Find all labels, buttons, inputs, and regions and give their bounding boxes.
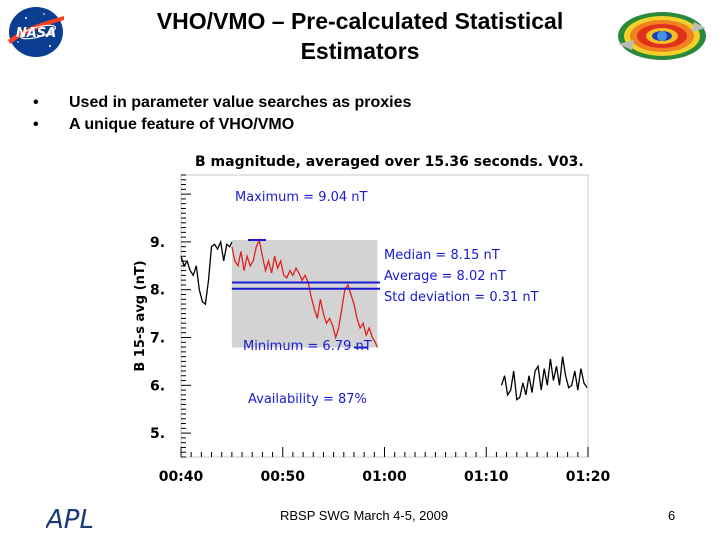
y-tick-label: 6. — [150, 378, 165, 394]
nasa-logo-text: NASA — [16, 26, 56, 41]
nasa-meatball-icon: NASA — [8, 7, 64, 57]
y-axis-label: B 15-s avg (nT) — [133, 260, 148, 371]
x-tick-label: 00:50 — [260, 469, 305, 485]
slide-title-line1: VHO/VMO – Pre-calculated Statistical — [156, 8, 564, 34]
x-tick-label: 01:10 — [464, 469, 509, 485]
apl-logo: APL — [44, 500, 96, 535]
bullet-dot: • — [33, 116, 39, 133]
chart-title: B magnitude, averaged over 15.36 seconds… — [195, 154, 584, 170]
bullet-item: • A unique feature of VHO/VMO — [33, 114, 411, 136]
page-number: 6 — [668, 508, 676, 523]
std-deviation-label: Std deviation = 0.31 nT — [384, 290, 539, 305]
nasa-logo: NASA — [4, 4, 68, 60]
slide-title-line2: Estimators — [300, 38, 420, 64]
data-series-line — [231, 237, 379, 348]
bullet-item: • Used in parameter value searches as pro… — [33, 92, 411, 114]
selection-shade[interactable] — [231, 240, 378, 348]
data-series-line — [180, 239, 233, 306]
apl-logo-text: APL — [46, 505, 94, 534]
slide-title: VHO/VMO – Pre-calculated Statistical Est… — [110, 6, 610, 66]
bullet-list: • Used in parameter value searches as pro… — [33, 92, 411, 136]
apl-logo-icon: APL — [44, 505, 94, 535]
bullet-text: Used in parameter value searches as prox… — [69, 94, 412, 111]
bullet-text: A unique feature of VHO/VMO — [69, 116, 295, 133]
bullet-dot: • — [33, 94, 39, 111]
radiation-belts-logo — [612, 6, 712, 66]
x-tick-label: 01:20 — [566, 469, 611, 485]
footer-center-text: RBSP SWG March 4-5, 2009 — [280, 508, 449, 523]
y-tick-label: 8. — [150, 283, 165, 299]
radiation-belts-icon — [618, 12, 706, 60]
maximum-label: Maximum = 9.04 nT — [235, 190, 368, 205]
availability-label: Availability = 87% — [248, 392, 367, 407]
average-label: Average = 8.02 nT — [384, 269, 506, 284]
y-tick-label: 7. — [150, 331, 165, 347]
median-label: Median = 8.15 nT — [384, 248, 500, 263]
x-tick-label: 01:00 — [362, 469, 407, 485]
minimum-label: Minimum = 6.79 nT — [243, 339, 372, 354]
y-tick-label: 5. — [150, 426, 165, 442]
y-tick-label: 9. — [150, 235, 165, 251]
data-series-line — [500, 356, 588, 401]
x-tick-label: 00:40 — [159, 469, 204, 485]
